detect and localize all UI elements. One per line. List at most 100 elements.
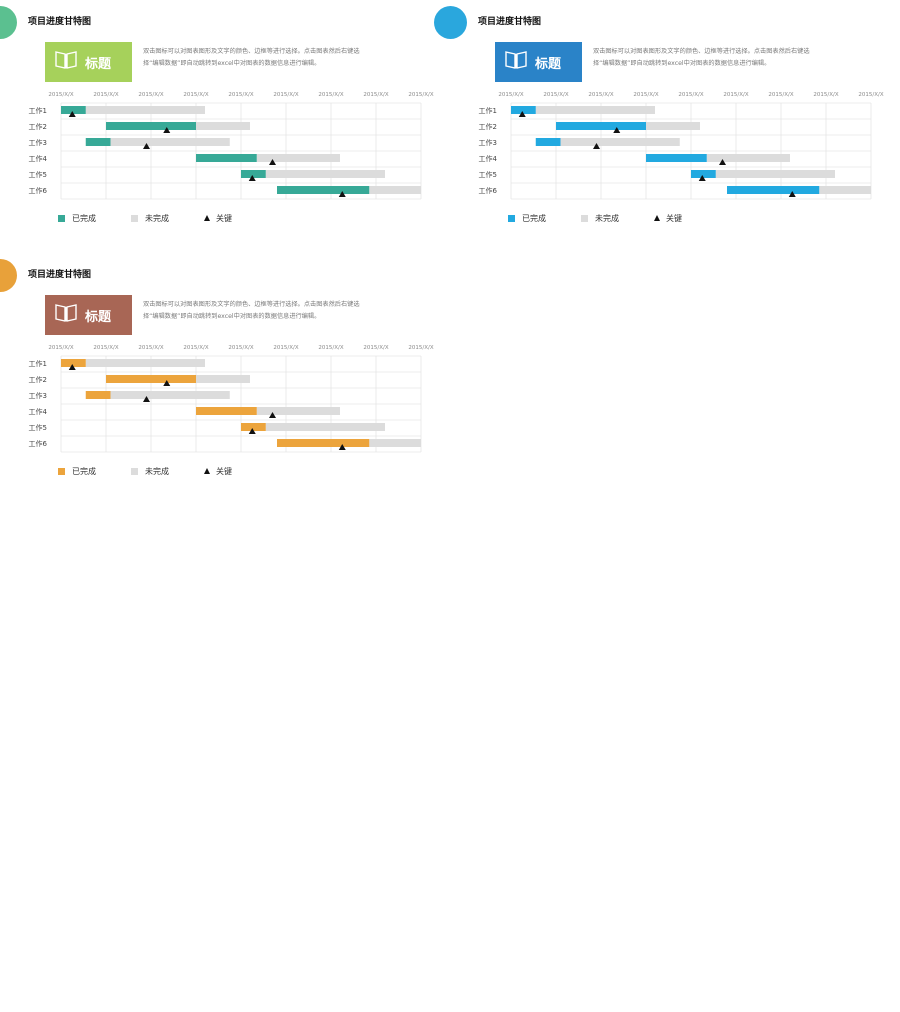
x-tick-label: 2015/X/X — [93, 345, 118, 351]
description-line: 双击图标可以对图表图形及文字的颜色、边框等进行选择。点击图表然后右键选 — [593, 48, 810, 55]
category-label: 工作5 — [29, 423, 47, 432]
bar-incomplete — [85, 106, 205, 114]
milestone-marker — [68, 364, 76, 370]
legend-label: 已完成 — [72, 213, 96, 223]
milestone-marker — [248, 428, 256, 434]
gantt-panel: 项目进度甘特图 标题 双击图标可以对图表图形及文字的颜色、边框等进行选择。点击图… — [434, 0, 900, 240]
bar-completed — [61, 359, 86, 367]
description: 双击图标可以对图表图形及文字的颜色、边框等进行选择。点击图表然后右键选 择“编辑… — [143, 299, 379, 323]
milestone-marker — [719, 159, 726, 165]
bar-completed — [727, 186, 820, 194]
badge-label: 标题 — [85, 56, 112, 72]
x-tick-label: 2015/X/X — [363, 92, 388, 98]
milestone-marker — [518, 111, 526, 117]
panel-title: 项目进度甘特图 — [478, 17, 542, 27]
x-tick-label: 2015/X/X — [228, 345, 253, 351]
legend-label: 未完成 — [595, 213, 619, 223]
legend-item-completed: 已完成 — [58, 212, 96, 224]
bar-completed — [106, 122, 196, 130]
category-label: 工作2 — [29, 375, 47, 384]
legend: 已完成 未完成 关键 — [508, 212, 708, 224]
x-tick-label: 2015/X/X — [318, 92, 343, 98]
bar-completed — [61, 106, 86, 114]
bar-completed — [277, 439, 370, 447]
legend-swatch — [508, 214, 515, 222]
bar-incomplete — [706, 154, 790, 162]
x-tick-label: 2015/X/X — [183, 92, 208, 98]
x-tick-label: 2015/X/X — [183, 345, 208, 351]
legend-swatch — [58, 467, 65, 475]
description: 双击图标可以对图表图形及文字的颜色、边框等进行选择。点击图表然后右键选 择“编辑… — [593, 46, 829, 70]
bar-incomplete — [715, 170, 835, 178]
title-badge[interactable]: 标题 — [45, 42, 132, 82]
legend-label: 未完成 — [145, 213, 169, 223]
milestone-marker — [68, 111, 76, 117]
category-label: 工作5 — [479, 170, 497, 179]
legend: 已完成 未完成 关键 — [58, 212, 258, 224]
triangle-marker-icon — [204, 468, 210, 474]
legend-label: 已完成 — [522, 213, 546, 223]
legend-swatch — [131, 214, 138, 222]
milestone-marker — [698, 175, 706, 181]
open-book-icon — [505, 50, 527, 74]
legend-item-completed: 已完成 — [508, 212, 546, 224]
x-tick-label: 2015/X/X — [273, 92, 298, 98]
legend-swatch — [131, 467, 138, 475]
legend-item-key: 关键 — [654, 212, 682, 224]
legend-label: 关键 — [216, 466, 232, 476]
description-line: 择“编辑数据”即自动跳转到excel中对图表的数据信息进行编辑。 — [143, 60, 321, 67]
x-tick-label: 2015/X/X — [273, 345, 298, 351]
milestone-marker — [338, 191, 346, 197]
legend: 已完成 未完成 关键 — [58, 465, 258, 477]
category-label: 工作3 — [29, 138, 47, 147]
bar-completed — [241, 423, 266, 431]
category-label: 工作4 — [479, 154, 498, 163]
title-badge[interactable]: 标题 — [495, 42, 582, 82]
milestone-marker — [269, 412, 276, 418]
bar-incomplete — [265, 423, 385, 431]
category-label: 工作2 — [479, 122, 497, 131]
category-label: 工作1 — [29, 106, 47, 115]
category-label: 工作4 — [29, 407, 48, 416]
x-tick-label: 2015/X/X — [813, 92, 838, 98]
badge-label: 标题 — [535, 56, 562, 72]
category-label: 工作4 — [29, 154, 48, 163]
legend-item-key: 关键 — [204, 212, 232, 224]
legend-swatch — [58, 214, 65, 222]
x-tick-label: 2015/X/X — [48, 345, 73, 351]
x-tick-label: 2015/X/X — [588, 92, 613, 98]
x-tick-label: 2015/X/X — [48, 92, 73, 98]
x-tick-label: 2015/X/X — [633, 92, 658, 98]
x-tick-label: 2015/X/X — [498, 92, 523, 98]
x-tick-label: 2015/X/X — [318, 345, 343, 351]
x-tick-label: 2015/X/X — [408, 345, 433, 351]
bar-completed — [646, 154, 707, 162]
bar-incomplete — [646, 122, 700, 130]
open-book-icon — [55, 303, 77, 327]
title-badge[interactable]: 标题 — [45, 295, 132, 335]
milestone-marker — [143, 143, 150, 149]
bar-completed — [196, 154, 257, 162]
triangle-marker-icon — [204, 215, 210, 221]
bar-incomplete — [110, 138, 230, 146]
x-tick-label: 2015/X/X — [408, 92, 433, 98]
description-line: 双击图标可以对图表图形及文字的颜色、边框等进行选择。点击图表然后右键选 — [143, 301, 360, 308]
bar-incomplete — [369, 439, 421, 447]
panel-title: 项目进度甘特图 — [28, 270, 92, 280]
legend-item-key: 关键 — [204, 465, 232, 477]
category-label: 工作2 — [29, 122, 47, 131]
decor-circle — [0, 6, 17, 39]
bar-completed — [241, 170, 266, 178]
triangle-marker-icon — [654, 215, 660, 221]
milestone-marker — [248, 175, 256, 181]
gantt-panel: 项目进度甘特图 标题 双击图标可以对图表图形及文字的颜色、边框等进行选择。点击图… — [0, 253, 450, 493]
bar-incomplete — [256, 407, 340, 415]
legend-item-incomplete: 未完成 — [131, 212, 169, 224]
legend-item-incomplete: 未完成 — [581, 212, 619, 224]
bar-completed — [535, 138, 561, 146]
category-label: 工作1 — [479, 106, 497, 115]
bar-incomplete — [85, 359, 205, 367]
bar-incomplete — [110, 391, 230, 399]
x-tick-label: 2015/X/X — [543, 92, 568, 98]
bar-completed — [196, 407, 257, 415]
